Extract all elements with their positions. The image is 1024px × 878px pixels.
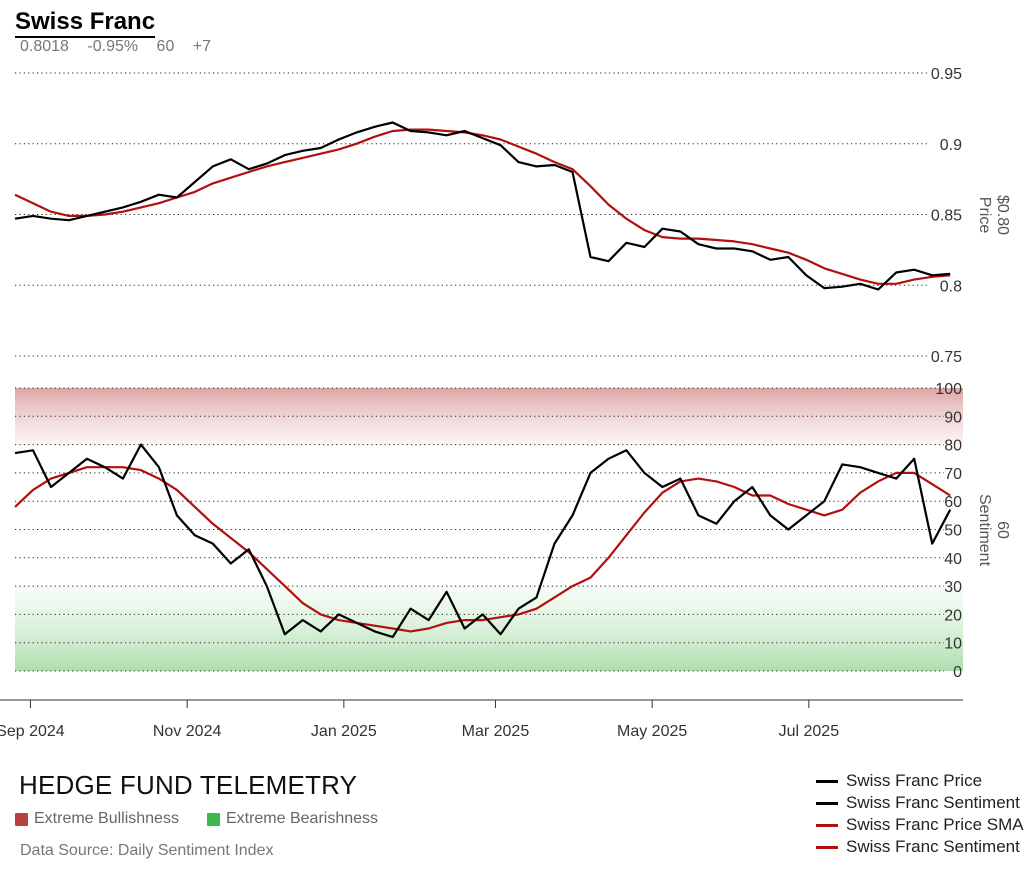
price-tick-label: 0.9 — [940, 137, 962, 154]
legend-item-sentiment: Swiss Franc Sentiment — [816, 792, 1024, 814]
sentiment-axis-label: Sentiment — [976, 494, 993, 567]
legend-label-price-sma: Swiss Franc Price SMA — [846, 815, 1024, 834]
price-tick-label: 0.8 — [940, 278, 962, 295]
sentiment-tick-label: 0 — [953, 664, 962, 681]
sentiment-tick-label: 60 — [944, 494, 962, 511]
sentiment-tick-label: 40 — [944, 551, 962, 568]
sentiment-tick-label: 50 — [944, 523, 962, 540]
sentiment-tick-label: 80 — [944, 438, 962, 455]
legend-line-sentiment — [816, 801, 838, 805]
bear-swatch — [206, 812, 220, 826]
legend-label-sentiment-sma: Swiss Franc Sentiment SMA — [846, 837, 1024, 856]
price-change: -0.95% — [87, 38, 139, 55]
legend-item-price: Swiss Franc Price — [816, 770, 1024, 792]
sentiment-line — [14, 443, 952, 639]
legend-label-price: Swiss Franc Price — [846, 771, 983, 790]
bull-key: Extreme Bullishness — [15, 810, 179, 828]
legend-item-sentiment-sma: Swiss Franc Sentiment SMA — [816, 836, 1024, 858]
bear-key: Extreme Bearishness — [206, 810, 379, 828]
sentiment-change: +7 — [192, 38, 212, 55]
extreme-bullishness-band — [15, 388, 963, 445]
sentiment-tick-label: 10 — [944, 636, 962, 653]
legend-label-sentiment: Swiss Franc Sentiment — [846, 793, 1020, 812]
header-stats: 0.8018 -0.95% 60 +7 — [20, 38, 225, 56]
series-lines — [14, 121, 952, 639]
extreme-bearishness-band — [15, 586, 963, 671]
legend-line-sentiment-sma — [816, 845, 838, 849]
chart-title: Swiss Franc — [15, 8, 156, 38]
price-line — [14, 121, 951, 291]
sentiment-bands — [15, 388, 963, 671]
legend-item-price-sma: Swiss Franc Price SMA — [816, 814, 1024, 836]
sentiment-sma-line — [14, 466, 951, 633]
x-tick-label: Sep 2024 — [0, 723, 65, 740]
sentiment-tick-label: 20 — [944, 607, 962, 624]
price-tick-label: 0.85 — [931, 208, 962, 225]
x-tick-label: Mar 2025 — [462, 723, 530, 740]
sentiment-axis-value: 60 — [994, 521, 1011, 539]
price-sma-line — [14, 128, 951, 285]
sentiment-tick-label: 70 — [944, 466, 962, 483]
price-axis-value: $0.80 — [994, 195, 1011, 235]
bear-label: Extreme Bearishness — [225, 810, 379, 827]
price-axis-label: Price — [976, 197, 993, 234]
x-tick-label: Jan 2025 — [311, 723, 377, 740]
sentiment-value: 60 — [156, 38, 175, 55]
band-key: Extreme Bullishness Extreme Bearishness — [15, 810, 378, 828]
data-source: Data Source: Daily Sentiment Index — [20, 842, 274, 859]
x-tick-label: May 2025 — [617, 723, 687, 740]
price-tick-label: 0.95 — [931, 66, 962, 83]
axes: Sep 2024 Nov 2024 Jan 2025 Mar 2025 May 2025… — [0, 195, 1011, 740]
brand-name: HEDGE FUND TELEMETRY — [19, 770, 358, 800]
x-tick-label: Jul 2025 — [779, 723, 840, 740]
price-tick-label: 0.75 — [931, 349, 962, 366]
legend-line-price — [816, 779, 838, 783]
legend: Swiss Franc Price Swiss Franc Sentiment … — [816, 770, 1024, 858]
bull-label: Extreme Bullishness — [34, 810, 179, 827]
price-value: 0.8018 — [20, 38, 69, 55]
x-tick-label: Nov 2024 — [153, 723, 222, 740]
legend-line-price-sma — [816, 823, 838, 827]
sentiment-tick-label: 30 — [944, 579, 962, 596]
sentiment-tick-label: 90 — [944, 409, 962, 426]
bull-swatch — [15, 812, 28, 826]
sentiment-tick-label: 100 — [935, 381, 962, 398]
